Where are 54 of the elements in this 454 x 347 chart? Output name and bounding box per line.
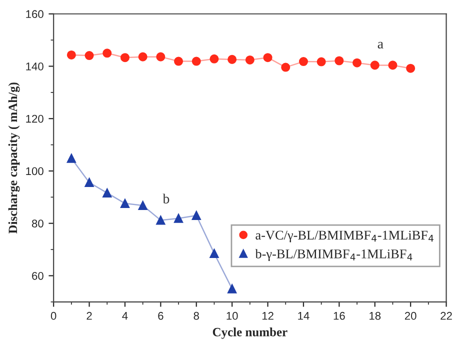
point <box>352 58 362 68</box>
annotation: b <box>162 194 170 204</box>
x-tick-label: 0 <box>50 312 56 320</box>
point <box>406 64 416 73</box>
point <box>120 198 130 208</box>
point <box>370 60 380 70</box>
y-axis-title: Discharge capacity ( mAh/g) <box>8 82 20 234</box>
point <box>263 53 272 62</box>
point <box>210 248 219 258</box>
point <box>298 57 308 66</box>
point <box>120 53 130 62</box>
point <box>102 188 112 198</box>
x-tick-label: 14 <box>298 312 310 320</box>
point <box>388 60 398 70</box>
x-tick-label: 10 <box>226 312 238 320</box>
point <box>316 57 326 66</box>
x-tick-label: 4 <box>122 312 128 320</box>
y-tick-label: 80 <box>32 220 44 228</box>
annotation: a <box>378 42 384 48</box>
x-axis-title: Cycle number <box>212 328 288 339</box>
point <box>174 214 184 223</box>
point <box>228 284 237 294</box>
point <box>156 216 166 225</box>
x-tick-label: 18 <box>370 312 381 320</box>
point <box>192 210 201 220</box>
point <box>245 55 254 64</box>
x-tick-label: 16 <box>334 312 345 320</box>
y-tick-label: 160 <box>26 10 44 18</box>
y-tick-label: 60 <box>32 272 44 280</box>
point <box>66 154 76 163</box>
legend-label: a-VC/γ-BL/BMIMBF$_{4}$-1MLiBF$_{4}$ <box>256 230 434 242</box>
x-tick-label: 22 <box>440 312 452 320</box>
y-tick-label: 100 <box>26 167 44 176</box>
point <box>281 62 290 72</box>
point <box>156 52 166 62</box>
point <box>138 52 148 62</box>
x-tick-label: 20 <box>404 312 416 320</box>
point <box>210 54 219 64</box>
point <box>102 48 112 58</box>
point <box>66 50 76 60</box>
point <box>192 56 201 66</box>
y-tick-label: 120 <box>26 114 44 123</box>
legend-label: b-γ-BL/BMIMBF$_{4}$-1MLiBF$_{4}$ <box>255 249 412 262</box>
x-tick-label: 6 <box>158 312 164 320</box>
point <box>334 56 344 66</box>
x-tick-label: 8 <box>194 312 199 320</box>
point <box>84 50 94 60</box>
x-tick-label: 12 <box>262 312 274 320</box>
point <box>174 56 184 66</box>
y-tick-label: 140 <box>26 62 44 70</box>
x-tick-label: 2 <box>86 312 92 320</box>
point <box>84 178 94 188</box>
point <box>138 201 148 210</box>
point <box>228 54 237 64</box>
